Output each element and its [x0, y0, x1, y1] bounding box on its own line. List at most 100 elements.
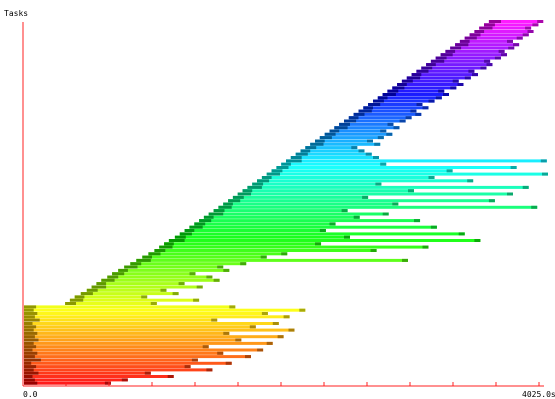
task-bar-wait	[339, 122, 350, 126]
task-bar-wait	[208, 212, 224, 216]
task-bar-run	[426, 63, 493, 67]
task-bar	[358, 109, 417, 113]
task-bar	[435, 56, 501, 60]
task-bar-tail	[522, 185, 529, 189]
task-bar-run	[159, 245, 429, 249]
task-bar	[271, 169, 453, 173]
task-bar-run	[208, 212, 389, 216]
task-bar	[286, 159, 547, 163]
task-bar-tail	[410, 109, 417, 113]
task-bar-tail	[217, 351, 224, 355]
task-bar-wait	[124, 265, 138, 269]
task-bar-tail	[392, 202, 399, 206]
task-bar-tail	[189, 272, 196, 276]
task-bar-wait	[86, 288, 98, 292]
task-bar-tail	[450, 86, 457, 90]
task-bar-wait	[24, 381, 38, 385]
task-bar	[24, 345, 209, 349]
task-bar-run	[74, 295, 148, 299]
task-bar	[213, 209, 348, 213]
task-bar-tail	[375, 182, 382, 186]
task-bar-wait	[136, 258, 151, 262]
task-bar-tail	[235, 338, 242, 342]
task-bar	[24, 355, 251, 359]
task-bar-run	[24, 305, 236, 309]
task-bar-tail	[373, 156, 379, 159]
task-bar	[218, 205, 538, 209]
task-bar-run	[24, 348, 264, 352]
task-bar-tail	[257, 348, 264, 352]
task-bar-wait	[459, 39, 470, 43]
task-bar-tail	[380, 129, 387, 133]
task-bar-tail	[288, 328, 295, 332]
task-bar	[324, 132, 393, 136]
task-bar-wait	[401, 79, 413, 83]
task-bar-run	[136, 258, 409, 262]
task-bar-tail	[245, 355, 251, 359]
task-bar	[430, 59, 491, 63]
task-bar	[91, 285, 203, 289]
task-bar	[319, 136, 384, 140]
task-bar-wait	[426, 63, 436, 67]
x-axis-ticks	[22, 382, 540, 386]
task-bar-run	[450, 46, 515, 50]
task-bar	[232, 195, 369, 199]
task-bar-wait	[455, 43, 469, 47]
task-bar-wait	[445, 49, 456, 53]
task-bar	[426, 63, 493, 67]
task-bar-wait	[348, 116, 359, 120]
task-bar-tail	[428, 176, 435, 179]
task-bar-tail	[367, 139, 373, 143]
task-bar-wait	[24, 358, 41, 362]
task-bar-run	[24, 308, 306, 312]
task-bar-tail	[281, 252, 288, 256]
task-bar-wait	[24, 348, 33, 352]
task-bar-wait	[276, 166, 289, 169]
task-bar-tail	[160, 288, 167, 292]
task-bar-run	[479, 26, 532, 30]
task-bar-run	[107, 275, 213, 279]
task-bar-tail	[380, 162, 387, 166]
task-bar-tail	[467, 179, 474, 183]
task-bar-run	[65, 302, 157, 305]
task-bar-run	[261, 176, 435, 179]
task-bar-wait	[373, 99, 384, 103]
task-bar	[344, 119, 406, 123]
task-bar-wait	[266, 172, 280, 176]
task-bar-tail	[319, 229, 326, 232]
task-bar-tail	[408, 189, 414, 193]
task-bar-wait	[305, 146, 317, 150]
task-bar	[65, 302, 157, 305]
task-bar-run	[290, 156, 379, 159]
task-bar-wait	[189, 225, 203, 229]
task-bar-run	[118, 268, 230, 272]
task-bar-run	[24, 338, 242, 342]
task-bar-wait	[484, 23, 495, 27]
task-bar-run	[406, 76, 471, 80]
task-bar	[266, 172, 548, 176]
task-bar-tail	[507, 39, 513, 43]
task-bar-run	[363, 106, 429, 110]
task-bar-run	[469, 33, 529, 37]
task-bar-tail	[211, 318, 218, 322]
task-bar-run	[232, 195, 369, 199]
task-bar-run	[24, 341, 273, 345]
task-bar-run	[353, 112, 422, 116]
task-bar-run	[164, 242, 322, 246]
task-bar-wait	[213, 209, 225, 213]
task-bar-tail	[537, 20, 544, 23]
task-bar-wait	[300, 149, 311, 153]
task-bar-wait	[315, 139, 325, 143]
task-bar-wait	[257, 179, 270, 183]
task-bar-run	[86, 288, 167, 292]
task-bar-wait	[24, 351, 38, 355]
task-bar	[189, 225, 437, 229]
task-bar-tail	[206, 275, 213, 279]
task-bar-tail	[468, 69, 475, 73]
task-bar-tail	[266, 341, 273, 345]
task-bar-wait	[24, 375, 33, 378]
task-bar-wait	[334, 126, 348, 130]
task-bar	[397, 83, 464, 86]
task-bar	[440, 53, 507, 57]
task-bar-tail	[213, 278, 220, 282]
